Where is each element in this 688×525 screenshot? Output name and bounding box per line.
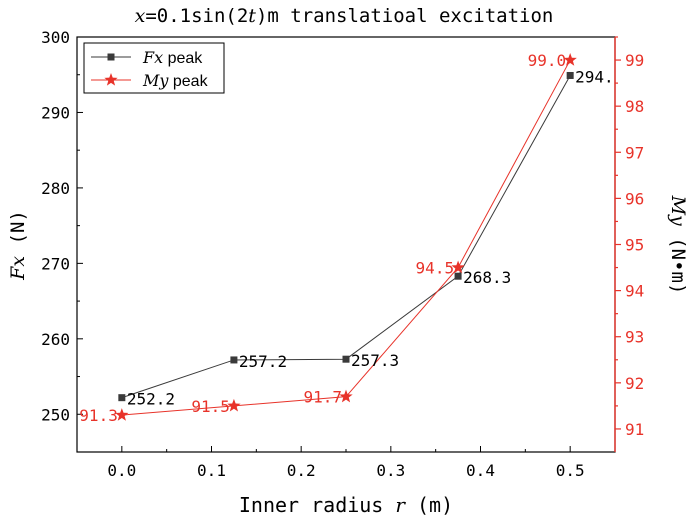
- legend-fx-marker: [107, 53, 115, 61]
- fx-data-label: 252.2: [127, 390, 175, 409]
- left-y-tick-label: 250: [41, 405, 70, 424]
- right-y-tick-label: 92: [625, 374, 644, 393]
- left-y-axis-label: Fx (N): [7, 210, 29, 281]
- x-tick-label: 0.1: [197, 461, 226, 480]
- left-y-axis-label-var: Fx: [7, 256, 29, 281]
- legend-fx-label-var: Fx: [142, 48, 163, 67]
- x-axis-label-var: r: [395, 493, 406, 517]
- series-layer: 252.2 257.2 257.3 268.3 294. 91.3 91.5 91.7 94.5…: [79, 51, 613, 425]
- x-tick-label: 0.4: [466, 461, 495, 480]
- chart-title: x=0.1sin(2t)m translatioal excitation: [135, 5, 554, 27]
- left-y-tick-label: 270: [41, 254, 70, 273]
- right-y-axis-ticks: 91 92 93 94 95 96 97 98 99: [615, 36, 644, 439]
- chart-title-t: t: [248, 5, 256, 27]
- chart-title-main: =0.1sin(2: [145, 5, 248, 27]
- my-data-label: 91.7: [303, 388, 342, 407]
- x-tick-label: 0.3: [376, 461, 405, 480]
- left-y-tick-label: 290: [41, 103, 70, 122]
- legend: Fx peak My peak: [83, 42, 225, 94]
- my-data-label: 91.5: [191, 397, 230, 416]
- right-y-tick-label: 98: [625, 97, 644, 116]
- x-tick-label: 0.2: [287, 461, 316, 480]
- right-y-axis-label-var: My: [667, 195, 688, 226]
- chart-title-prefix: x: [135, 5, 146, 27]
- right-y-axis-label: My (N•m): [667, 195, 688, 295]
- right-y-tick-label: 99: [625, 51, 644, 70]
- right-y-tick-label: 97: [625, 143, 644, 162]
- legend-my-label: My peak: [142, 71, 209, 90]
- left-y-axis-ticks: 250 260 270 280 290 300: [41, 28, 83, 453]
- right-y-tick-label: 94: [625, 282, 644, 301]
- fx-point: [342, 355, 350, 363]
- fx-point: [454, 272, 462, 280]
- my-point: [115, 408, 129, 421]
- left-y-tick-label: 280: [41, 179, 70, 198]
- right-y-axis-label-unit: (N•m): [667, 226, 688, 295]
- x-axis-ticks: 0.0 0.1 0.2 0.3 0.4 0.5: [107, 446, 585, 480]
- my-point: [227, 398, 241, 412]
- left-y-tick-label: 260: [41, 330, 70, 349]
- x-axis-label-main: Inner radius: [239, 493, 396, 517]
- legend-fx-label-suffix: peak: [163, 50, 203, 67]
- left-y-axis-label-unit: (N): [7, 210, 29, 256]
- chart-title-suffix: )m translatioal excitation: [256, 5, 553, 27]
- legend-fx-label: Fx peak: [142, 48, 203, 67]
- fx-point: [566, 71, 574, 79]
- right-y-tick-label: 93: [625, 328, 644, 347]
- legend-my-marker: [104, 73, 118, 86]
- x-tick-label: 0.5: [556, 461, 585, 480]
- x-tick-label: 0.0: [107, 461, 136, 480]
- my-point: [563, 53, 577, 66]
- my-point: [339, 389, 353, 403]
- fx-point: [230, 356, 238, 364]
- my-data-label: 94.5: [416, 259, 455, 278]
- legend-my-label-var: My: [142, 71, 169, 90]
- fx-series-line: [121, 75, 571, 399]
- my-data-label: 99.0: [528, 51, 567, 70]
- fx-data-label: 257.3: [351, 351, 399, 370]
- fx-data-label: 294.: [575, 67, 614, 86]
- left-y-tick-label: 300: [41, 28, 70, 47]
- my-point: [451, 260, 465, 274]
- fx-data-label: 257.2: [239, 352, 287, 371]
- my-data-label: 91.3: [79, 406, 118, 425]
- legend-my-label-suffix: peak: [168, 73, 208, 90]
- fx-point: [118, 394, 126, 402]
- fx-data-label: 268.3: [463, 268, 511, 287]
- right-y-tick-label: 95: [625, 236, 644, 255]
- right-y-tick-label: 96: [625, 189, 644, 208]
- right-y-tick-label: 91: [625, 420, 644, 439]
- x-axis-label: Inner radius r (m): [239, 493, 453, 517]
- x-axis-label-unit: (m): [405, 493, 453, 517]
